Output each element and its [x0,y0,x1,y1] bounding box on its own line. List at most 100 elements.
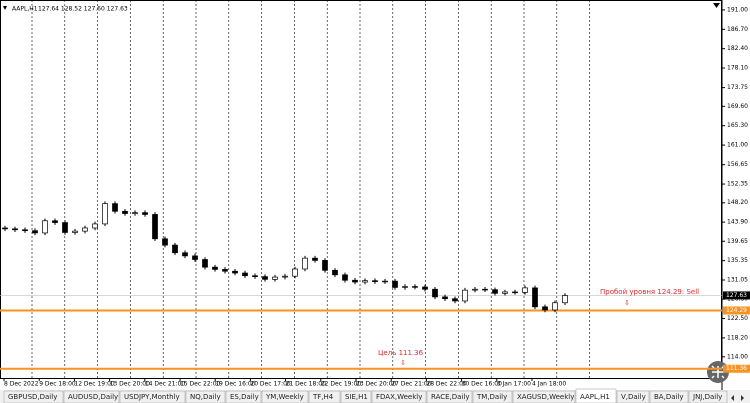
tab[interactable] [688,390,728,403]
candle [272,274,278,282]
candle-body [322,260,328,271]
candle [82,225,88,234]
candle [392,278,398,290]
candle [72,228,78,235]
candle-body [562,295,568,304]
candle [522,285,528,295]
candle-body [332,269,338,276]
candle [372,278,378,284]
tab[interactable] [371,390,427,403]
candle-body [222,269,228,272]
candle-body [462,289,468,302]
tab[interactable] [225,390,262,403]
candle [102,201,108,227]
candle [172,242,178,256]
candle [262,274,268,282]
x-tick-label: 13 Dec 20:00 [110,381,151,388]
x-tick-label: 15 Dec 22:00 [180,381,221,388]
x-tick-label: 14 Dec 21:00 [145,381,186,388]
tab[interactable] [616,390,650,403]
tab-label[interactable]: JNJ,Daily [692,393,722,401]
tab[interactable] [119,390,186,403]
tab-label[interactable]: GBPUSD,Daily [8,393,57,401]
tab-label[interactable]: V,Daily [621,393,646,401]
tab-label[interactable]: YM,Weekly [265,393,304,401]
active-tab[interactable] [575,388,617,403]
candle-body [342,274,348,281]
tab-label[interactable]: TM,Daily [476,393,507,401]
tab-scroll-arrows[interactable] [731,395,744,401]
candle [242,270,248,278]
x-tick-label: 12 Dec 19:00 [74,381,115,388]
candle-body [312,257,318,261]
tab-label[interactable]: TF,H4 [312,393,334,401]
y-tick-label: 169.60 [727,103,748,110]
candle-body [432,288,438,298]
candle [352,277,358,285]
candle-body [152,214,158,240]
tab[interactable] [472,390,513,403]
tab-label[interactable]: SIE,H1 [345,393,368,401]
tab-label[interactable]: BA,Daily [654,393,684,401]
candle-body [202,259,208,268]
candle [382,278,388,284]
candle-body [32,230,38,234]
tab[interactable] [63,390,120,403]
candle [342,272,348,283]
current-price-label: 127.63 [726,292,747,299]
scroll-arrow[interactable] [713,3,720,8]
candle-body [372,280,378,282]
candle [302,255,308,272]
candle [292,266,298,279]
tab[interactable] [340,390,372,403]
tab[interactable] [512,390,576,403]
candle-body [532,287,538,308]
candle-body [292,268,298,277]
tab[interactable] [426,390,473,403]
tab[interactable] [649,390,689,403]
candle [32,228,38,236]
tab-label[interactable]: RACE,Daily [431,393,470,401]
candle-body [192,255,198,260]
candle-body [122,210,128,214]
candle-body [162,238,168,246]
tab-label[interactable]: USDJPY,Monthly [124,393,180,401]
candle-body [282,275,288,278]
tab[interactable] [261,390,309,403]
candle [2,225,8,232]
candle-body [362,280,368,283]
candle-body [182,252,188,257]
tab-label[interactable]: ES,Daily [230,393,259,401]
candle [232,268,238,276]
candle-body [512,291,518,294]
y-tick-label: 178.10 [727,65,748,72]
y-tick-label: 165.30 [727,122,748,129]
candle-body [242,272,248,277]
current-price-tag [723,291,750,300]
x-tick-label: 28 Dec 22:00 [426,381,467,388]
y-tick-label: 156.65 [727,161,748,168]
y-tick-label: 152.35 [727,181,748,188]
tab[interactable] [3,390,64,403]
tab-label[interactable]: XAGUSD,Weekly [517,393,574,401]
y-tick-label: 148.20 [727,199,748,206]
candle-body [522,287,528,293]
tab[interactable] [185,390,226,403]
tab-label[interactable]: AAPL,H1 [580,393,610,401]
y-tick-label: 182.40 [727,45,748,52]
tab[interactable] [308,390,341,403]
tab-label[interactable]: NQ,Daily [190,393,221,401]
candle-body [502,291,508,294]
candle [162,236,168,248]
symbol-title: AAPL,H1 [12,6,38,13]
candle-body [142,212,148,215]
tab-label[interactable]: FDAX,Weekly [376,393,422,401]
candle-body [42,220,48,234]
candle [412,284,418,290]
candle-body [52,220,58,223]
annotation-text: Пробой уровня 124.29: Sell [600,288,699,296]
candle [472,286,478,293]
candle [22,227,28,233]
tab-label[interactable]: AUDUSD,Daily [68,393,118,401]
candle-body [102,203,108,225]
